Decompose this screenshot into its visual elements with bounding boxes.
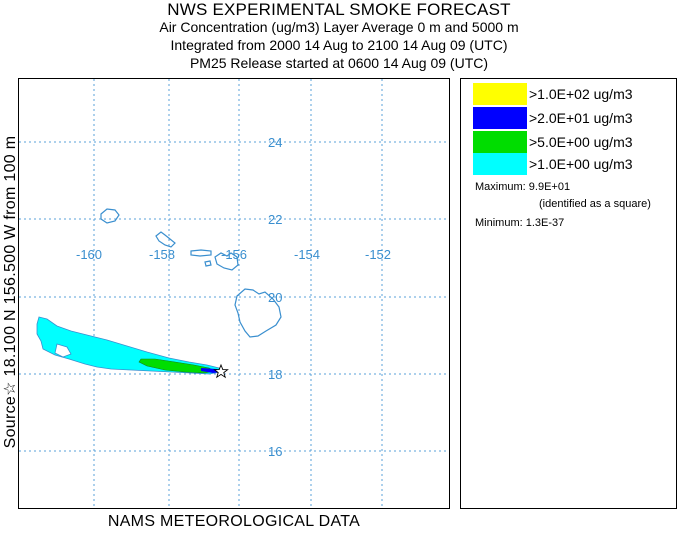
lon-label: -154 <box>294 247 320 262</box>
legend-swatch-yellow <box>473 83 527 105</box>
grid-lines <box>19 79 449 508</box>
plume-inner-notch <box>54 343 72 358</box>
molokai-island <box>190 249 212 257</box>
concentration-subtitle: Air Concentration (ug/m3) Layer Average … <box>159 19 519 35</box>
legend-label: >2.0E+01 ug/m3 <box>529 110 633 126</box>
legend-swatch-green <box>473 131 527 153</box>
lon-label: -158 <box>149 247 175 262</box>
maximum-note: (identified as a square) <box>539 198 651 210</box>
lat-label: 20 <box>268 290 282 305</box>
legend-swatch-blue <box>473 107 527 129</box>
legend-label: >5.0E+00 ug/m3 <box>529 134 633 150</box>
oahu-island <box>155 231 176 248</box>
legend-panel: >1.0E+02 ug/m3 >2.0E+01 ug/m3 >5.0E+00 u… <box>460 78 677 509</box>
lanai-island <box>204 260 212 267</box>
hawaii-map: -160 -158 -156 -154 -152 24 22 20 18 16 <box>19 79 449 508</box>
hawaii-island <box>234 288 282 338</box>
minimum-value: Minimum: 1.3E-37 <box>475 217 565 229</box>
forecast-title: NWS EXPERIMENTAL SMOKE FORECAST <box>167 0 511 19</box>
coastlines <box>100 208 282 338</box>
release-info: PM25 Release started at 0600 14 Aug 09 (… <box>189 55 489 71</box>
maximum-value: Maximum: 9.9E+01 <box>475 181 571 193</box>
smoke-plume <box>36 316 229 379</box>
lon-label: -152 <box>365 247 391 262</box>
legend-item: >5.0E+00 ug/m3 <box>473 131 678 153</box>
data-source-footer: NAMS METEOROLOGICAL DATA <box>107 513 361 530</box>
plume-cyan-region <box>36 316 222 375</box>
legend-item: >1.0E+00 ug/m3 <box>473 153 678 175</box>
map-panel: -160 -158 -156 -154 -152 24 22 20 18 16 <box>18 78 450 509</box>
lat-label: 18 <box>268 367 282 382</box>
legend-swatch-cyan <box>473 153 527 175</box>
maui-island <box>214 252 239 271</box>
lat-label: 16 <box>268 444 282 459</box>
lat-label: 22 <box>268 212 282 227</box>
integration-period: Integrated from 2000 14 Aug to 2100 14 A… <box>170 37 508 53</box>
source-location-label: Source☆ 18.100 N 156.500 W from 100 m <box>2 135 19 449</box>
legend-label: >1.0E+00 ug/m3 <box>529 156 633 172</box>
lat-label: 24 <box>268 135 282 150</box>
kauai-island <box>100 208 120 224</box>
lon-label: -160 <box>76 247 102 262</box>
source-star-icon <box>213 363 229 379</box>
legend-item: >2.0E+01 ug/m3 <box>473 107 678 129</box>
legend-label: >1.0E+02 ug/m3 <box>529 86 633 102</box>
legend-item: >1.0E+02 ug/m3 <box>473 83 678 105</box>
